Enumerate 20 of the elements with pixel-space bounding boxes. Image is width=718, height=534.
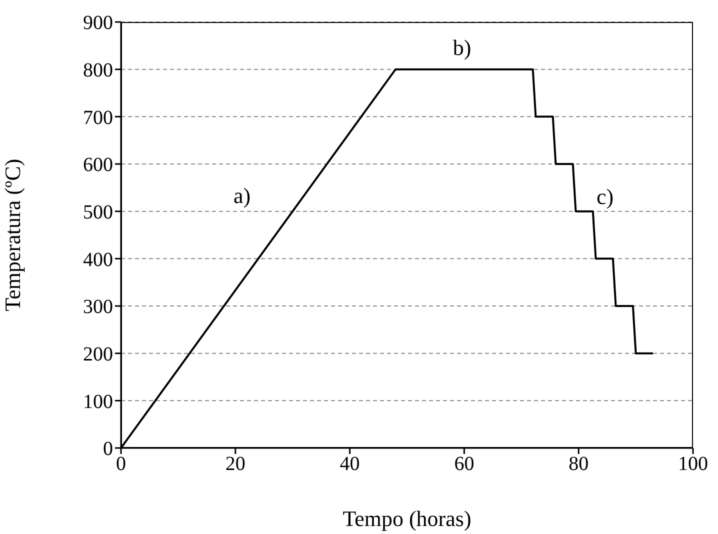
annotation: c) [596, 184, 614, 210]
x-tick-label: 100 [678, 453, 708, 476]
y-tick-label: 100 [83, 390, 113, 413]
annotation: a) [233, 183, 251, 209]
y-axis-title: Temperatura (ºC) [0, 158, 25, 312]
y-tick-label: 900 [83, 12, 113, 34]
y-tick-label: 600 [83, 154, 113, 176]
y-tick-label: 700 [83, 106, 113, 129]
x-axis-title: Tempo (horas) [342, 506, 472, 531]
y-tick-label: 400 [83, 248, 113, 271]
x-tick-label: 80 [568, 453, 589, 476]
x-tick-label: 20 [225, 453, 246, 476]
x-tick-label: 40 [340, 453, 360, 476]
y-tick-label: 0 [103, 438, 113, 460]
y-tick-label: 800 [83, 59, 113, 82]
y-tick-label: 300 [83, 296, 113, 318]
x-tick-label: 60 [454, 453, 474, 476]
annotation: b) [452, 35, 472, 61]
y-tick-label: 200 [83, 343, 113, 366]
y-tick-label: 500 [83, 201, 113, 224]
